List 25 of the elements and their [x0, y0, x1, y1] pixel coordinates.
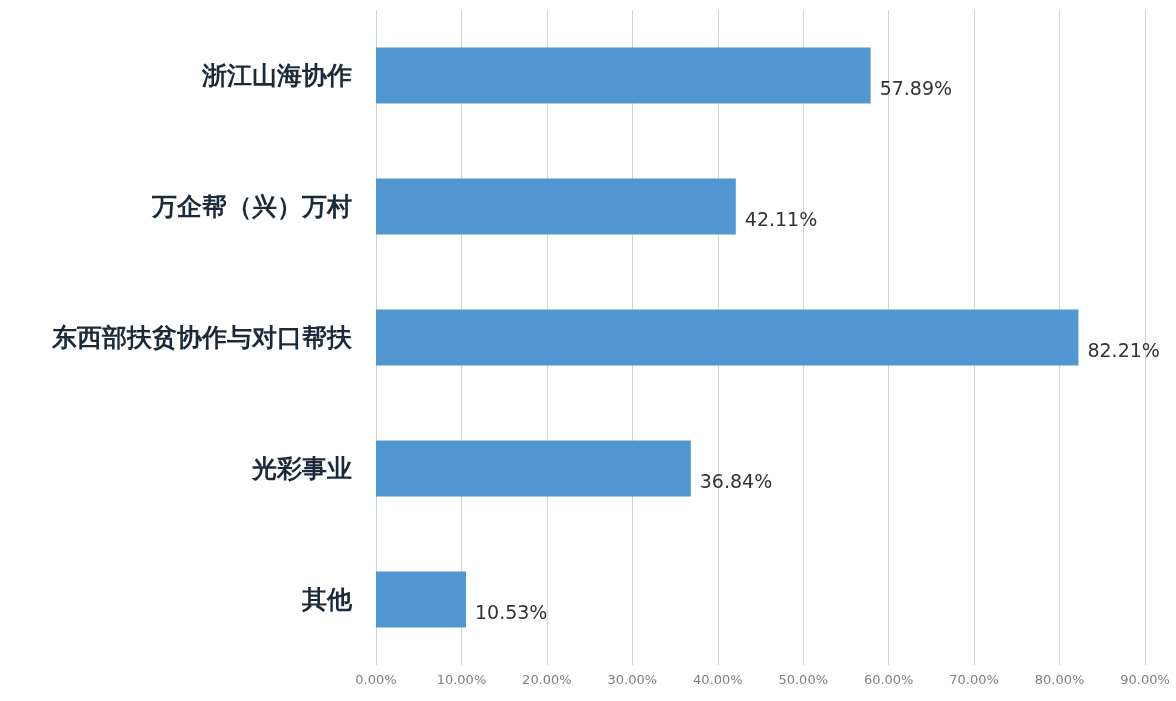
- x-tick-label: 70.00%: [949, 672, 999, 687]
- x-tick-label: 0.00%: [355, 672, 397, 687]
- data-label: 42.11%: [744, 207, 818, 230]
- x-tick-label: 50.00%: [778, 672, 829, 687]
- data-label: 10.53%: [474, 600, 548, 623]
- bar: [376, 571, 466, 628]
- x-tick-label: 80.00%: [1034, 672, 1085, 687]
- bar: [376, 309, 1079, 366]
- bar: [376, 178, 736, 235]
- bar: [376, 440, 691, 497]
- x-tick-label: 40.00%: [692, 672, 743, 687]
- y-tick-label: 光彩事业: [251, 454, 352, 483]
- y-tick-label: 东西部扶贫协作与对口帮扶: [51, 323, 353, 352]
- x-tick-label: 10.00%: [436, 672, 487, 687]
- y-tick-label: 其他: [301, 585, 353, 614]
- data-label: 82.21%: [1087, 338, 1160, 361]
- bar: [376, 47, 871, 104]
- data-label: 36.84%: [699, 469, 773, 492]
- x-tick-label: 30.00%: [607, 672, 658, 687]
- x-tick-label: 20.00%: [522, 672, 572, 687]
- y-tick-label: 浙江山海协作: [201, 61, 352, 90]
- y-tick-label: 万企帮（兴）万村: [151, 192, 352, 221]
- data-label: 57.89%: [879, 76, 953, 99]
- x-tick-label: 90.00%: [1120, 672, 1170, 687]
- x-tick-label: 60.00%: [863, 672, 914, 687]
